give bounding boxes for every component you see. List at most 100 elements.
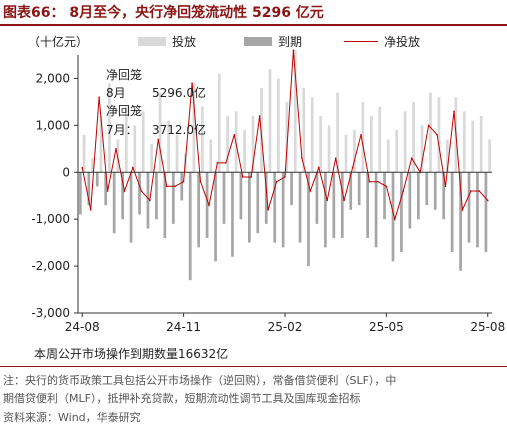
net-injection-point bbox=[98, 96, 100, 99]
bar-maturity bbox=[273, 172, 277, 243]
net-injection-point bbox=[470, 190, 472, 192]
bar-issuance bbox=[327, 125, 331, 173]
net-injection-point bbox=[326, 199, 329, 202]
bar-issuance bbox=[369, 115, 373, 173]
bar-issuance bbox=[319, 115, 322, 173]
bar-maturity bbox=[442, 172, 446, 220]
net-injection-point bbox=[233, 133, 236, 136]
y-tick-label: -3,000 bbox=[31, 306, 70, 320]
bar-maturity bbox=[222, 172, 226, 224]
bar-maturity bbox=[425, 172, 429, 206]
legend-swatch-maturity bbox=[244, 37, 272, 46]
net-injection-point bbox=[208, 204, 210, 206]
footer-rule bbox=[0, 366, 507, 367]
bar-issuance bbox=[133, 125, 137, 173]
net-injection-point bbox=[225, 162, 227, 164]
bar-issuance bbox=[251, 115, 255, 173]
weekly-maturity-summary: 本周公开市场操作到期数量16632亿 bbox=[34, 347, 229, 361]
net-injection-point bbox=[309, 190, 312, 192]
bar-maturity bbox=[357, 172, 361, 206]
bar-issuance bbox=[437, 97, 441, 173]
bar-maturity bbox=[146, 172, 150, 229]
net-injection-point bbox=[89, 209, 92, 211]
x-tick-label: 24-08 bbox=[65, 320, 100, 334]
net-injection-point bbox=[132, 166, 134, 169]
net-injection-point bbox=[275, 180, 278, 183]
bar-issuance bbox=[226, 115, 230, 173]
bar-issuance bbox=[344, 134, 348, 173]
bar-issuance bbox=[209, 139, 213, 173]
bar-issuance bbox=[277, 78, 280, 173]
net-injection-point bbox=[486, 199, 489, 202]
bar-issuance bbox=[378, 106, 382, 173]
bar-issuance bbox=[479, 115, 483, 173]
annotation-aug-value: 5296.0亿 bbox=[152, 86, 206, 100]
net-injection-point bbox=[140, 190, 143, 192]
net-injection-point bbox=[453, 110, 455, 113]
bar-issuance bbox=[336, 92, 339, 173]
bar-issuance bbox=[99, 115, 103, 173]
net-injection-point bbox=[149, 199, 151, 202]
note-line-1: 注：央行的货币政策工具包括公开市场操作（逆回购），常备借贷便利（SLF），中 bbox=[3, 374, 397, 387]
net-injection-point bbox=[106, 190, 109, 192]
net-injection-point bbox=[334, 157, 337, 159]
legend-item-maturity: 到期 bbox=[244, 33, 302, 50]
bar-issuance bbox=[429, 92, 432, 173]
y-tick-label: 2,000 bbox=[36, 71, 70, 85]
net-injection-point bbox=[258, 115, 261, 117]
net-injection-point bbox=[292, 49, 295, 52]
net-injection-point bbox=[385, 185, 388, 188]
net-injection-point bbox=[301, 157, 303, 159]
bar-maturity bbox=[112, 172, 116, 234]
bar-issuance bbox=[446, 139, 449, 173]
net-injection-point bbox=[81, 166, 84, 169]
bar-issuance bbox=[167, 120, 170, 173]
bar-maturity bbox=[239, 172, 243, 220]
y-tick-label: -2,000 bbox=[31, 259, 70, 273]
net-injection-point bbox=[115, 148, 117, 150]
bar-maturity bbox=[374, 172, 378, 248]
bar-issuance bbox=[361, 101, 365, 173]
x-tick-label: 24-11 bbox=[166, 320, 201, 334]
y-tick-label: 1,000 bbox=[36, 118, 70, 132]
bar-issuance bbox=[243, 130, 246, 173]
bar-maturity bbox=[476, 172, 479, 248]
bar-maturity bbox=[298, 172, 302, 243]
bar-issuance bbox=[158, 92, 162, 173]
legend-label-net: 净投放 bbox=[384, 35, 421, 49]
note-source: 资料来源：Wind，华泰研究 bbox=[3, 411, 141, 424]
net-injection-point bbox=[165, 185, 168, 188]
bar-maturity bbox=[391, 172, 395, 262]
bar-issuance bbox=[82, 134, 86, 173]
y-tick-label: -1,000 bbox=[31, 212, 70, 226]
bar-issuance bbox=[462, 111, 466, 173]
net-injection-point bbox=[436, 133, 438, 136]
net-injection-point bbox=[199, 180, 202, 183]
chart-canvas: -3,000 -2,000 -1,000 0 1,000 2,000 24-08 24-11 2… bbox=[31, 49, 505, 334]
net-injection-point bbox=[267, 209, 269, 211]
bar-issuance bbox=[91, 158, 94, 173]
bar-maturity bbox=[433, 172, 437, 210]
net-injection-point bbox=[360, 133, 362, 136]
net-injection-point bbox=[241, 176, 244, 178]
bar-maturity bbox=[408, 172, 412, 229]
bar-maturity bbox=[121, 172, 124, 220]
net-injection-point bbox=[444, 185, 447, 188]
y-axis-unit: （十亿元） bbox=[28, 35, 89, 49]
bar-issuance bbox=[108, 83, 111, 173]
net-injection-point bbox=[351, 166, 354, 169]
bar-maturity bbox=[138, 172, 141, 215]
bar-issuance bbox=[175, 134, 179, 173]
legend-swatch-net bbox=[344, 40, 378, 43]
net-injection-point bbox=[402, 190, 405, 192]
chart-title: 图表66： 8月至今，央行净回笼流动性 5296 亿元 bbox=[3, 5, 324, 21]
bar-issuance bbox=[217, 73, 221, 173]
net-injection-point bbox=[174, 185, 176, 188]
bar-maturity bbox=[324, 172, 327, 248]
net-injection-point bbox=[191, 82, 193, 84]
bar-issuance bbox=[302, 87, 306, 173]
net-injection-point bbox=[427, 124, 430, 127]
bar-maturity bbox=[400, 172, 403, 253]
title-rule bbox=[0, 24, 507, 26]
note-line-2: 期借贷便利（MLF），抵押补充贷款，短期流动性调节工具及国库现金招标 bbox=[3, 392, 361, 405]
